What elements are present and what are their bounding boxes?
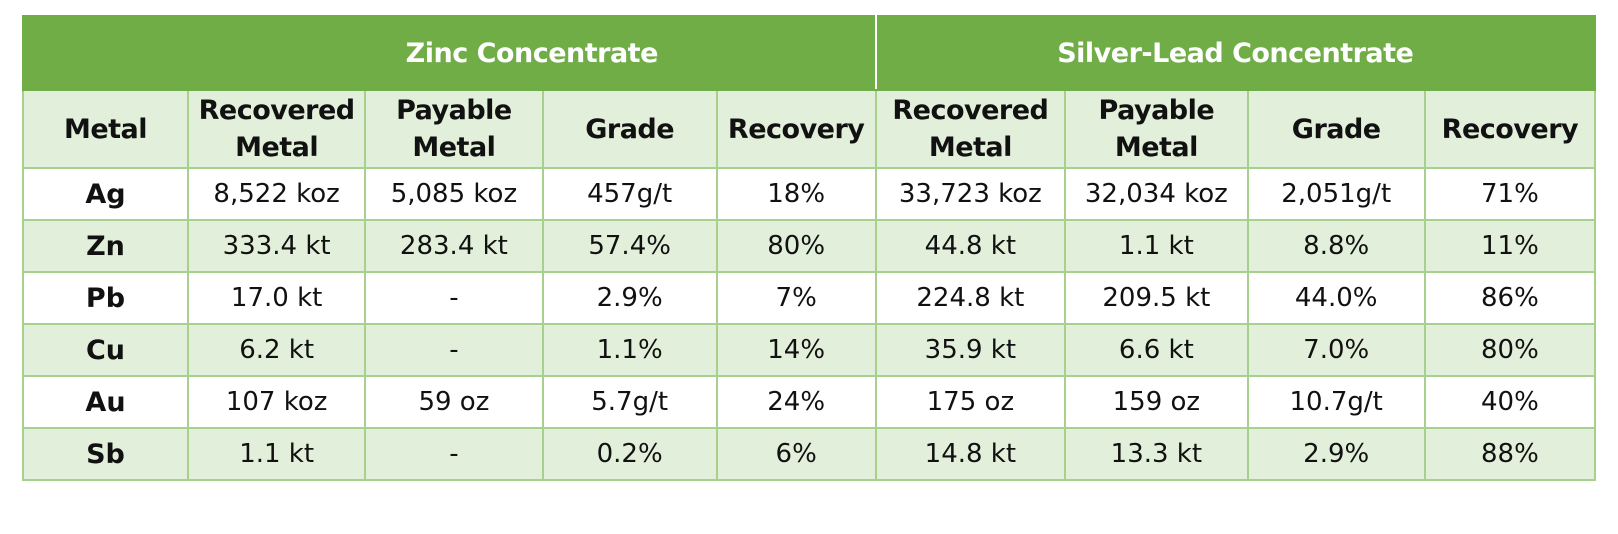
table-row: Sb 1.1 kt - 0.2% 6% 14.8 kt 13.3 kt 2.9%… [22, 427, 1597, 481]
silver-lead-recovered-cell: 33,723 koz [874, 167, 1067, 221]
zinc-grade-cell: 1.1% [541, 323, 718, 377]
table-row: Au 107 koz 59 oz 5.7g/t 24% 175 oz 159 o… [22, 375, 1597, 429]
silver-lead-grade-cell: 7.0% [1246, 323, 1426, 377]
silver-lead-grade-cell: 44.0% [1246, 271, 1426, 325]
silver-lead-recovered-cell: 14.8 kt [874, 427, 1067, 481]
zinc-recovery-cell: 7% [715, 271, 877, 325]
zinc-payable-cell: 59 oz [364, 375, 544, 429]
silver-lead-payable-cell: 159 oz [1064, 375, 1249, 429]
table-row: Cu 6.2 kt - 1.1% 14% 35.9 kt 6.6 kt 7.0%… [22, 323, 1597, 377]
zinc-recovery-cell: 14% [715, 323, 877, 377]
zinc-payable-cell: - [364, 271, 544, 325]
silver-lead-grade-cell: 8.8% [1246, 219, 1426, 273]
silver-lead-recovered-cell: 175 oz [874, 375, 1067, 429]
group-header-zinc: Zinc Concentrate [187, 15, 877, 91]
col-header-line: Recovered [198, 95, 356, 126]
silver-lead-recovery-cell: 88% [1423, 427, 1597, 481]
silver-lead-payable-cell: 6.6 kt [1064, 323, 1249, 377]
col-header-line: Payable [396, 95, 512, 126]
table-row: Zn 333.4 kt 283.4 kt 57.4% 80% 44.8 kt 1… [22, 219, 1597, 273]
silver-lead-recovery-cell: 40% [1423, 375, 1597, 429]
col-header-silver-lead-grade: Grade [1246, 89, 1426, 169]
col-header-line: Metal [928, 132, 1013, 163]
group-header-row: Zinc Concentrate Silver-Lead Concentrate [22, 15, 1597, 91]
zinc-payable-cell: 283.4 kt [364, 219, 544, 273]
metal-recovery-table: Zinc Concentrate Silver-Lead Concentrate… [22, 15, 1597, 481]
col-header-zinc-grade: Grade [541, 89, 718, 169]
metal-cell: Zn [22, 219, 189, 273]
silver-lead-payable-cell: 32,034 koz [1064, 167, 1249, 221]
group-header-blank [22, 15, 189, 91]
silver-lead-grade-cell: 2,051g/t [1246, 167, 1426, 221]
col-header-silver-lead-payable: Payable Metal [1064, 89, 1249, 169]
table-row: Pb 17.0 kt - 2.9% 7% 224.8 kt 209.5 kt 4… [22, 271, 1597, 325]
silver-lead-recovered-cell: 224.8 kt [874, 271, 1067, 325]
silver-lead-grade-cell: 2.9% [1246, 427, 1426, 481]
col-header-zinc-recovered: Recovered Metal [186, 89, 367, 169]
silver-lead-recovery-cell: 86% [1423, 271, 1597, 325]
silver-lead-recovered-cell: 44.8 kt [874, 219, 1067, 273]
silver-lead-recovery-cell: 80% [1423, 323, 1597, 377]
zinc-grade-cell: 0.2% [541, 427, 718, 481]
col-header-silver-lead-recovered: Recovered Metal [874, 89, 1067, 169]
col-header-line: Metal [412, 132, 496, 163]
zinc-recovery-cell: 80% [715, 219, 877, 273]
zinc-grade-cell: 57.4% [541, 219, 718, 273]
zinc-payable-cell: - [364, 323, 544, 377]
zinc-recovered-cell: 107 koz [186, 375, 367, 429]
zinc-grade-cell: 457g/t [541, 167, 718, 221]
metal-cell: Cu [22, 323, 189, 377]
silver-lead-recovered-cell: 35.9 kt [874, 323, 1067, 377]
silver-lead-payable-cell: 13.3 kt [1064, 427, 1249, 481]
silver-lead-recovery-cell: 11% [1423, 219, 1597, 273]
zinc-recovery-cell: 6% [715, 427, 877, 481]
col-header-zinc-recovery: Recovery [715, 89, 877, 169]
group-header-silver-lead: Silver-Lead Concentrate [874, 15, 1597, 91]
silver-lead-recovery-cell: 71% [1423, 167, 1597, 221]
zinc-payable-cell: - [364, 427, 544, 481]
zinc-recovered-cell: 6.2 kt [186, 323, 367, 377]
zinc-grade-cell: 2.9% [541, 271, 718, 325]
metal-cell: Au [22, 375, 189, 429]
zinc-recovered-cell: 17.0 kt [186, 271, 367, 325]
zinc-grade-cell: 5.7g/t [541, 375, 718, 429]
zinc-recovered-cell: 333.4 kt [186, 219, 367, 273]
col-header-line: Payable [1098, 95, 1215, 126]
silver-lead-grade-cell: 10.7g/t [1246, 375, 1426, 429]
metal-cell: Sb [22, 427, 189, 481]
zinc-payable-cell: 5,085 koz [364, 167, 544, 221]
col-header-silver-lead-recovery: Recovery [1423, 89, 1597, 169]
column-header-row: Metal Recovered Metal Payable Metal Grade … [22, 89, 1597, 169]
zinc-recovery-cell: 18% [715, 167, 877, 221]
metal-cell: Pb [22, 271, 189, 325]
zinc-recovered-cell: 1.1 kt [186, 427, 367, 481]
table-row: Ag 8,522 koz 5,085 koz 457g/t 18% 33,723… [22, 167, 1597, 221]
metal-cell: Ag [22, 167, 189, 221]
col-header-line: Metal [1114, 132, 1199, 163]
col-header-metal: Metal [22, 89, 189, 169]
silver-lead-payable-cell: 209.5 kt [1064, 271, 1249, 325]
col-header-line: Metal [235, 132, 319, 163]
silver-lead-payable-cell: 1.1 kt [1064, 219, 1249, 273]
zinc-recovered-cell: 8,522 koz [186, 167, 367, 221]
col-header-zinc-payable: Payable Metal [364, 89, 544, 169]
zinc-recovery-cell: 24% [715, 375, 877, 429]
col-header-line: Recovered [892, 95, 1049, 126]
